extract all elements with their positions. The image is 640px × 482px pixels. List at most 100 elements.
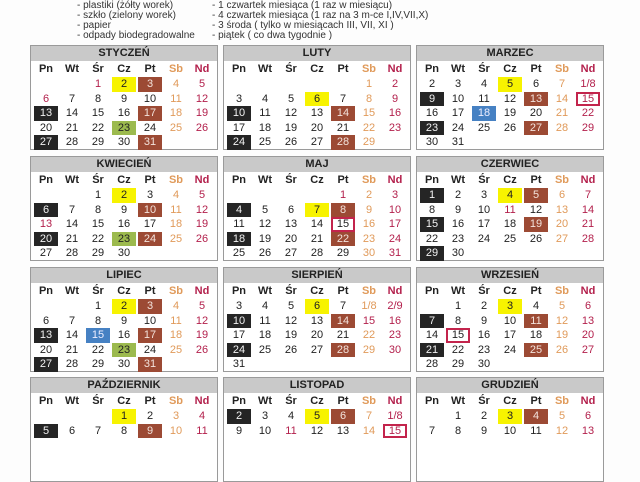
day-cell: 24 (227, 135, 251, 150)
day-cell: 27 (310, 136, 324, 149)
day-cell: 30 (388, 343, 402, 356)
day-cell: 9 (480, 314, 488, 327)
day-cell: 16 (117, 107, 131, 120)
day-cell: 13 (581, 314, 595, 327)
day-cell: 30 (477, 358, 491, 371)
day-cell: 25 (258, 136, 272, 149)
day-cell: 30 (451, 247, 465, 260)
weekday-label: Sb (168, 395, 184, 407)
day-cell: 13 (310, 314, 324, 327)
day-cell: 21 (310, 232, 324, 245)
month-grid: Pn Wt Śr Cz Pt Sb Nd 1 2 3 4 5 6 7 8 9 10 11 (31, 393, 217, 439)
day-cell: 15 (446, 328, 470, 343)
day-cell: 1 (94, 189, 102, 201)
day-cell: 5 (287, 92, 295, 105)
day-cell (60, 299, 84, 314)
weekday-label: Pt (530, 63, 542, 75)
day-cell (190, 135, 214, 150)
day-cell: 26 (258, 247, 272, 260)
month-10: LISTOPAD Pn Wt Śr Cz Pt Sb Nd 2 3 4 5 6 7 1/8 9 10 11 12 13… (223, 377, 411, 482)
day-cell: 15 (420, 217, 444, 232)
day-cell (34, 299, 58, 314)
day-cell: 20 (310, 121, 324, 134)
day-cell: 29 (420, 246, 444, 261)
day-cell: 11 (170, 203, 182, 216)
day-cell (498, 357, 522, 372)
day-cell (498, 246, 522, 261)
day-cell: 18 (169, 107, 183, 120)
day-cell: 6 (558, 189, 566, 201)
month-8: WRZESIEŃ Pn Wt Śr Cz Pt Sb Nd 1 2 3 4 5 6 7 8 9 10 11 12 13 1… (416, 267, 604, 372)
day-cell: 27 (581, 343, 595, 356)
day-cell: 20 (581, 329, 595, 342)
day-cell: 9 (365, 203, 373, 216)
month-7: SIERPIEŃ Pn Wt Śr Cz Pt Sb Nd 3 4 5 6 7 1/8 2/9 10 11 12 1… (223, 267, 411, 372)
day-cell: 22 (425, 232, 439, 245)
day-cell: 10 (227, 106, 251, 121)
weekday-label: Pt (530, 174, 542, 186)
day-cell: 10 (477, 203, 491, 216)
day-cell (305, 357, 329, 372)
day-cell: 30 (117, 358, 131, 371)
day-cell: 26 (284, 343, 298, 356)
day-cell: 12 (503, 92, 517, 105)
day-cell: 10 (227, 313, 251, 329)
day-cell: 13 (39, 218, 53, 231)
day-cell (279, 357, 303, 372)
day-cell: 16 (388, 107, 402, 120)
day-cell: 27 (310, 343, 324, 356)
day-cell: 22 (362, 329, 376, 342)
day-cell: 21 (555, 107, 569, 120)
day-cell: 18 (503, 218, 517, 231)
weekday-label: Śr (285, 285, 297, 297)
weekday-label: Pt (337, 395, 349, 407)
month-title: LIPIEC (31, 268, 217, 283)
day-cell: 21 (65, 232, 79, 245)
month-0: STYCZEŃ Pn Wt Śr Cz Pt Sb Nd 1 2 3 4 5 6 7 8 9 10 11 12 13 14… (30, 45, 218, 150)
month-grid: Pn Wt Śr Cz Pt Sb Nd 1 2 3 4 5 6 7 8 9 10 11 12 13 14 15 16 17 1… (31, 61, 217, 150)
month-6: LIPIEC Pn Wt Śr Cz Pt Sb Nd 1 2 3 4 5 6 7 8 9 10 11 12 13 14 1… (30, 267, 218, 372)
day-cell: 14 (331, 106, 355, 121)
day-cell: 16 (362, 218, 376, 231)
day-cell: 7 (68, 314, 76, 327)
weekday-label: Pn (38, 63, 54, 75)
day-cell: 3 (498, 299, 522, 314)
day-cell: 5 (261, 203, 269, 216)
day-cell: 27 (284, 247, 298, 260)
day-cell: 13 (310, 107, 324, 120)
day-cell (305, 77, 329, 92)
day-cell: 11 (478, 92, 490, 105)
day-cell: 16 (117, 218, 131, 231)
weekday-label: Nd (387, 285, 403, 297)
day-cell (86, 409, 110, 424)
day-cell (279, 77, 303, 92)
day-cell: 29 (451, 358, 465, 371)
day-cell: 2 (365, 189, 373, 201)
day-cell: 2 (428, 78, 436, 90)
day-cell: 12 (529, 203, 543, 216)
month-grid: Pn Wt Śr Cz Pt Sb Nd 1 2 3 4 5 6 7 8 9 10 11 12 13 (417, 393, 603, 438)
day-cell: 27 (524, 120, 548, 136)
day-cell: 2 (227, 409, 251, 424)
weekday-label: Nd (580, 63, 596, 75)
day-cell: 29 (91, 247, 105, 260)
day-cell: 3 (480, 189, 488, 201)
day-cell: 12 (555, 314, 569, 327)
day-cell: 19 (503, 107, 517, 120)
day-cell: 1 (94, 300, 102, 312)
weekday-label: Śr (478, 285, 490, 297)
weekday-label: Pt (144, 63, 156, 75)
weekday-label: Śr (92, 63, 104, 75)
day-cell: 7 (305, 202, 329, 218)
day-cell: 13 (284, 218, 298, 231)
day-cell: 24 (388, 232, 402, 245)
day-cell: 28 (65, 247, 79, 260)
day-cell: 15 (362, 107, 376, 120)
day-cell: 10 (138, 202, 162, 218)
day-cell: 16 (388, 314, 402, 327)
day-cell: 25 (232, 247, 246, 260)
schedule-legend: - 1 czwartek miesiąca (1 raz w miesiącu)… (212, 1, 428, 41)
day-cell: 10 (451, 92, 465, 105)
day-cell: 16 (451, 218, 465, 231)
day-cell: 8 (454, 314, 462, 327)
